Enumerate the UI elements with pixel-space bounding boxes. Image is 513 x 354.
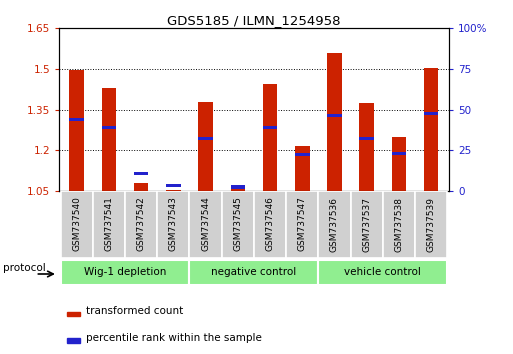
Bar [67, 312, 80, 316]
Bar [157, 191, 189, 258]
Bar [102, 126, 116, 129]
Text: GSM737545: GSM737545 [233, 196, 242, 251]
Title: GDS5185 / ILMN_1254958: GDS5185 / ILMN_1254958 [167, 14, 341, 27]
Text: percentile rank within the sample: percentile rank within the sample [86, 333, 262, 343]
Bar [166, 184, 181, 187]
Bar [189, 260, 319, 285]
Bar [263, 126, 278, 129]
Bar [319, 191, 350, 258]
Bar [93, 191, 125, 258]
Bar [360, 103, 374, 191]
Text: GSM737544: GSM737544 [201, 196, 210, 251]
Text: GSM737540: GSM737540 [72, 196, 81, 251]
Bar [286, 191, 319, 258]
Text: GSM737536: GSM737536 [330, 196, 339, 252]
Bar [125, 191, 157, 258]
Text: transformed count: transformed count [86, 306, 184, 316]
Text: protocol: protocol [3, 263, 46, 273]
Bar [360, 137, 374, 140]
Text: GSM737538: GSM737538 [394, 196, 403, 252]
Text: GSM737539: GSM737539 [427, 196, 436, 252]
Text: GSM737542: GSM737542 [136, 196, 146, 251]
Bar [415, 191, 447, 258]
Bar [424, 68, 439, 191]
Bar [199, 102, 213, 191]
Bar [295, 153, 309, 156]
Text: GSM737541: GSM737541 [105, 196, 113, 251]
Bar [102, 88, 116, 191]
Bar [319, 260, 447, 285]
Bar [424, 112, 439, 115]
Bar [383, 191, 415, 258]
Bar [199, 137, 213, 140]
Bar [189, 191, 222, 258]
Bar [230, 185, 245, 189]
Bar [327, 53, 342, 191]
Bar [61, 191, 93, 258]
Bar [392, 152, 406, 155]
Bar [134, 183, 148, 191]
Bar [350, 191, 383, 258]
Bar [222, 191, 254, 258]
Bar [61, 260, 189, 285]
Text: GSM737547: GSM737547 [298, 196, 307, 251]
Text: Wig-1 depletion: Wig-1 depletion [84, 267, 166, 277]
Bar [230, 186, 245, 191]
Bar [263, 84, 278, 191]
Bar [69, 70, 84, 191]
Bar [392, 137, 406, 191]
Text: vehicle control: vehicle control [344, 267, 421, 277]
Bar [327, 114, 342, 117]
Text: negative control: negative control [211, 267, 297, 277]
Bar [254, 191, 286, 258]
Text: GSM737543: GSM737543 [169, 196, 178, 251]
Text: GSM737546: GSM737546 [266, 196, 274, 251]
Bar [67, 338, 80, 343]
Bar [69, 118, 84, 121]
Text: GSM737537: GSM737537 [362, 196, 371, 252]
Bar [134, 172, 148, 175]
Bar [295, 147, 309, 191]
Bar [166, 190, 181, 191]
